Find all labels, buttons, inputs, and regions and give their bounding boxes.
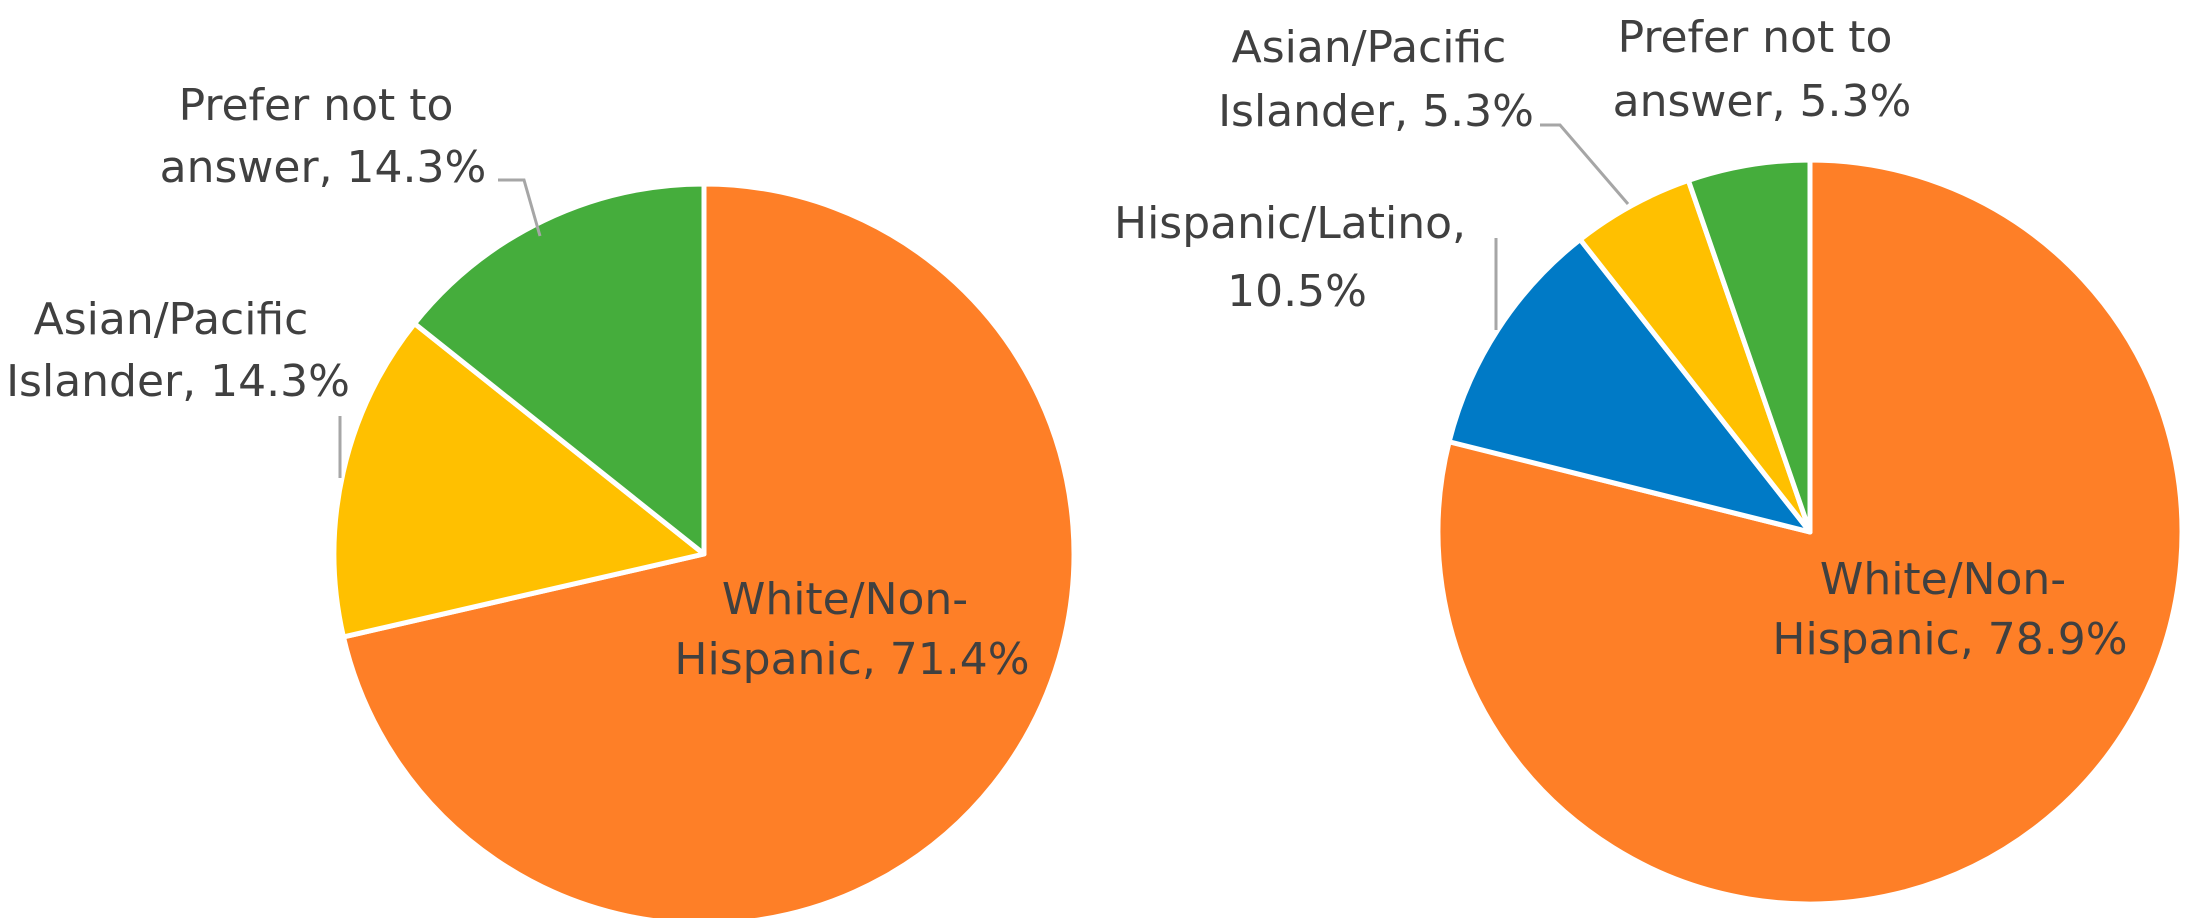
pie-slice-left-white (340, 181, 1077, 918)
pie-slices-left (331, 181, 1077, 918)
data-label-left-white-line2: Hispanic, 71.4% (674, 634, 1029, 685)
pie-slice-right-hispanic (1446, 237, 1813, 535)
data-label-right-prefer: Prefer not to answer, 5.3% (1613, 12, 1912, 127)
leader-line-left-prefer (498, 178, 542, 237)
data-label-right-white-line1: White/Non- (1820, 554, 2066, 605)
data-label-left-asian-line1: Asian/Pacific (34, 294, 309, 345)
data-label-right-asian-line1: Asian/Pacific (1232, 22, 1507, 73)
data-label-right-asian: Asian/Pacific Islander, 5.3% (1218, 22, 1534, 137)
data-label-right-hispanic-line1: Hispanic/Latino, (1114, 198, 1466, 249)
leader-line-right-asian (1540, 123, 1630, 205)
data-label-left-prefer-line2: answer, 14.3% (160, 142, 487, 193)
data-label-left-asian: Asian/Pacific Islander, 14.3% (6, 294, 350, 407)
data-label-left-asian-line2: Islander, 14.3% (6, 356, 350, 407)
pie-slice-left-asian (331, 321, 707, 640)
data-label-left-prefer: Prefer not to answer, 14.3% (160, 80, 487, 193)
pie-chart-right: White/Non- Hispanic, 78.9% Hispanic/Lati… (1114, 12, 2185, 907)
data-label-right-prefer-line2: answer, 5.3% (1613, 76, 1912, 127)
data-label-left-prefer-line1: Prefer not to (179, 80, 454, 131)
pie-slice-right-prefer (1685, 157, 1813, 535)
pie-slices-right (1435, 157, 2185, 907)
pie-slice-left-prefer (412, 181, 707, 557)
data-label-right-asian-line2: Islander, 5.3% (1218, 86, 1534, 137)
data-label-right-white-line2: Hispanic, 78.9% (1772, 614, 2127, 665)
data-label-right-hispanic: Hispanic/Latino, 10.5% (1114, 198, 1480, 317)
data-label-right-hispanic-line2: 10.5% (1227, 266, 1367, 317)
data-label-right-prefer-line1: Prefer not to (1618, 12, 1893, 63)
data-label-right-white: White/Non- Hispanic, 78.9% (1772, 554, 2127, 665)
pie-chart-left: White/Non- Hispanic, 71.4% Asian/Pacific… (6, 80, 1077, 918)
data-label-left-white: White/Non- Hispanic, 71.4% (674, 574, 1029, 685)
data-label-left-white-line1: White/Non- (722, 574, 968, 625)
